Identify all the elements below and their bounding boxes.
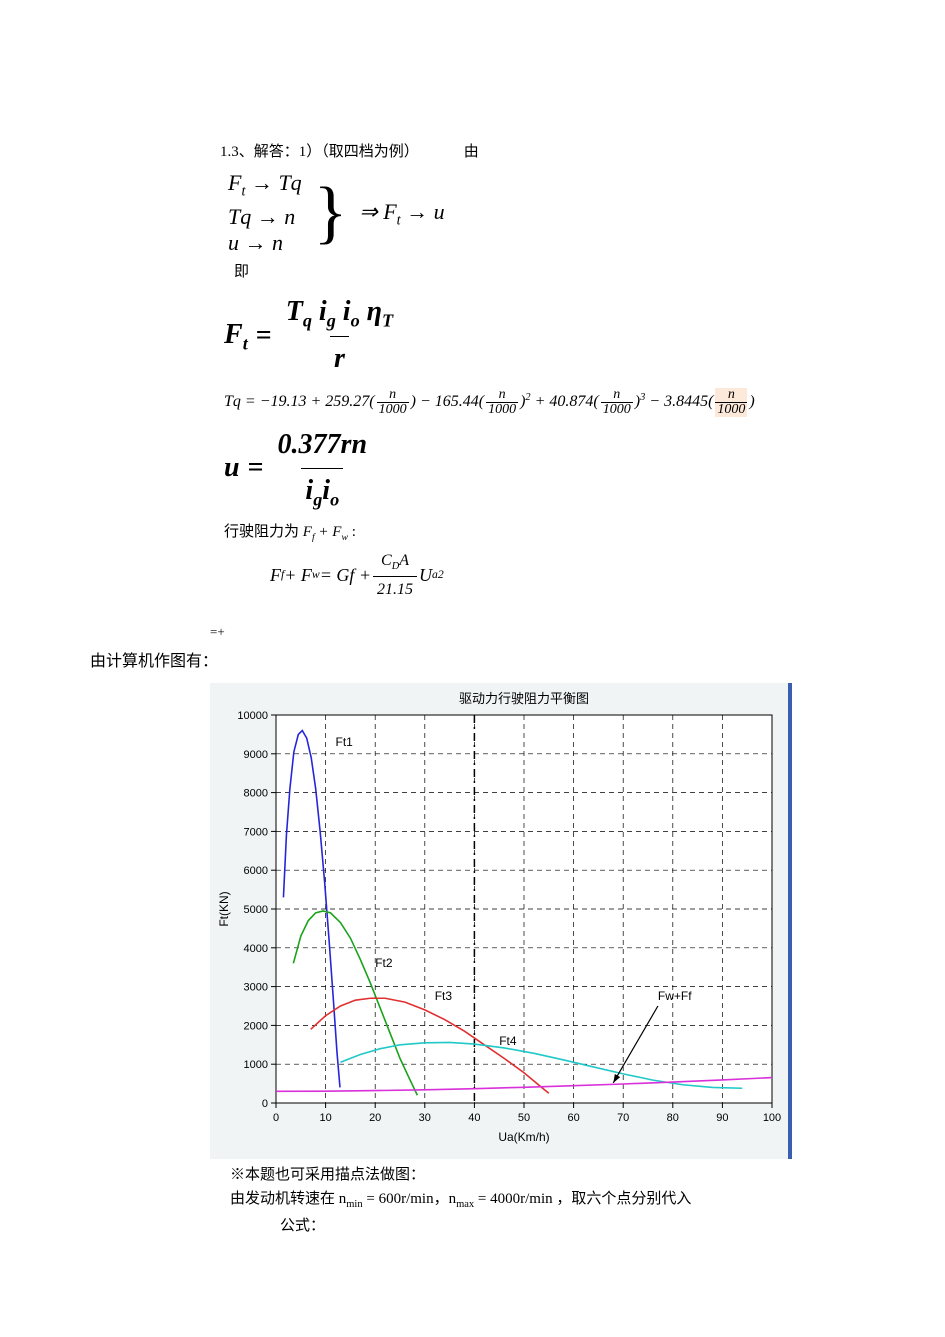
svg-text:30: 30 bbox=[419, 1112, 431, 1124]
svg-text:50: 50 bbox=[518, 1112, 530, 1124]
svg-text:10000: 10000 bbox=[237, 710, 268, 722]
ft-equation: Ft = Tq ig io ηT r bbox=[224, 290, 855, 382]
eq-plus-fragment: =+ bbox=[210, 622, 855, 643]
note-2: 由发动机转速在 nmin = 600r/min，nmax = 4000r/min… bbox=[230, 1187, 855, 1214]
svg-text:6000: 6000 bbox=[244, 865, 268, 877]
svg-text:Ft2: Ft2 bbox=[375, 956, 393, 970]
svg-text:10: 10 bbox=[319, 1112, 331, 1124]
resistance-equation: Ff + Fw = Gf + CDA 21.15 Ua2 bbox=[270, 548, 855, 602]
note-3: 公式： bbox=[280, 1214, 855, 1238]
svg-text:驱动力行驶阻力平衡图: 驱动力行驶阻力平衡图 bbox=[459, 691, 589, 706]
svg-text:40: 40 bbox=[468, 1112, 480, 1124]
svg-text:Ft3: Ft3 bbox=[435, 989, 453, 1003]
implication-group: Ft → Tq Tq → n u → n } ⇒ Ft → u bbox=[228, 170, 855, 256]
note-1: ※本题也可采用描点法做图： bbox=[230, 1163, 855, 1187]
svg-text:Ft1: Ft1 bbox=[336, 735, 354, 749]
svg-text:1000: 1000 bbox=[244, 1059, 268, 1071]
svg-text:100: 100 bbox=[763, 1112, 781, 1124]
chart-container: 0102030405060708090100010002000300040005… bbox=[210, 683, 792, 1160]
svg-text:0: 0 bbox=[262, 1098, 268, 1110]
svg-text:80: 80 bbox=[667, 1112, 679, 1124]
svg-text:20: 20 bbox=[369, 1112, 381, 1124]
svg-text:3000: 3000 bbox=[244, 981, 268, 993]
svg-text:90: 90 bbox=[716, 1112, 728, 1124]
svg-text:7000: 7000 bbox=[244, 826, 268, 838]
svg-text:Ft4: Ft4 bbox=[499, 1034, 517, 1048]
tq-equation: Tq = −19.13 + 259.27(n1000) − 165.44(n10… bbox=[224, 388, 855, 417]
resistance-label: 行驶阻力为 Ff + Fw : bbox=[224, 520, 855, 546]
svg-text:4000: 4000 bbox=[244, 943, 268, 955]
svg-text:Fw+Ff: Fw+Ff bbox=[658, 989, 692, 1003]
force-balance-chart: 0102030405060708090100010002000300040005… bbox=[214, 687, 784, 1147]
svg-text:60: 60 bbox=[567, 1112, 579, 1124]
ji-label: 即 bbox=[234, 260, 855, 284]
problem-header: 1.3、解答：1）（取四档为例） 由 bbox=[220, 140, 855, 164]
svg-text:Ua(Km/h): Ua(Km/h) bbox=[498, 1130, 549, 1144]
svg-text:70: 70 bbox=[617, 1112, 629, 1124]
svg-text:0: 0 bbox=[273, 1112, 279, 1124]
svg-text:Ft(KN): Ft(KN) bbox=[217, 891, 231, 926]
svg-text:2000: 2000 bbox=[244, 1020, 268, 1032]
computer-plot-line: 由计算机作图有： bbox=[90, 649, 855, 675]
svg-text:9000: 9000 bbox=[244, 749, 268, 761]
svg-text:8000: 8000 bbox=[244, 787, 268, 799]
svg-text:5000: 5000 bbox=[244, 904, 268, 916]
u-equation: u = 0.377rn igio bbox=[224, 423, 855, 515]
